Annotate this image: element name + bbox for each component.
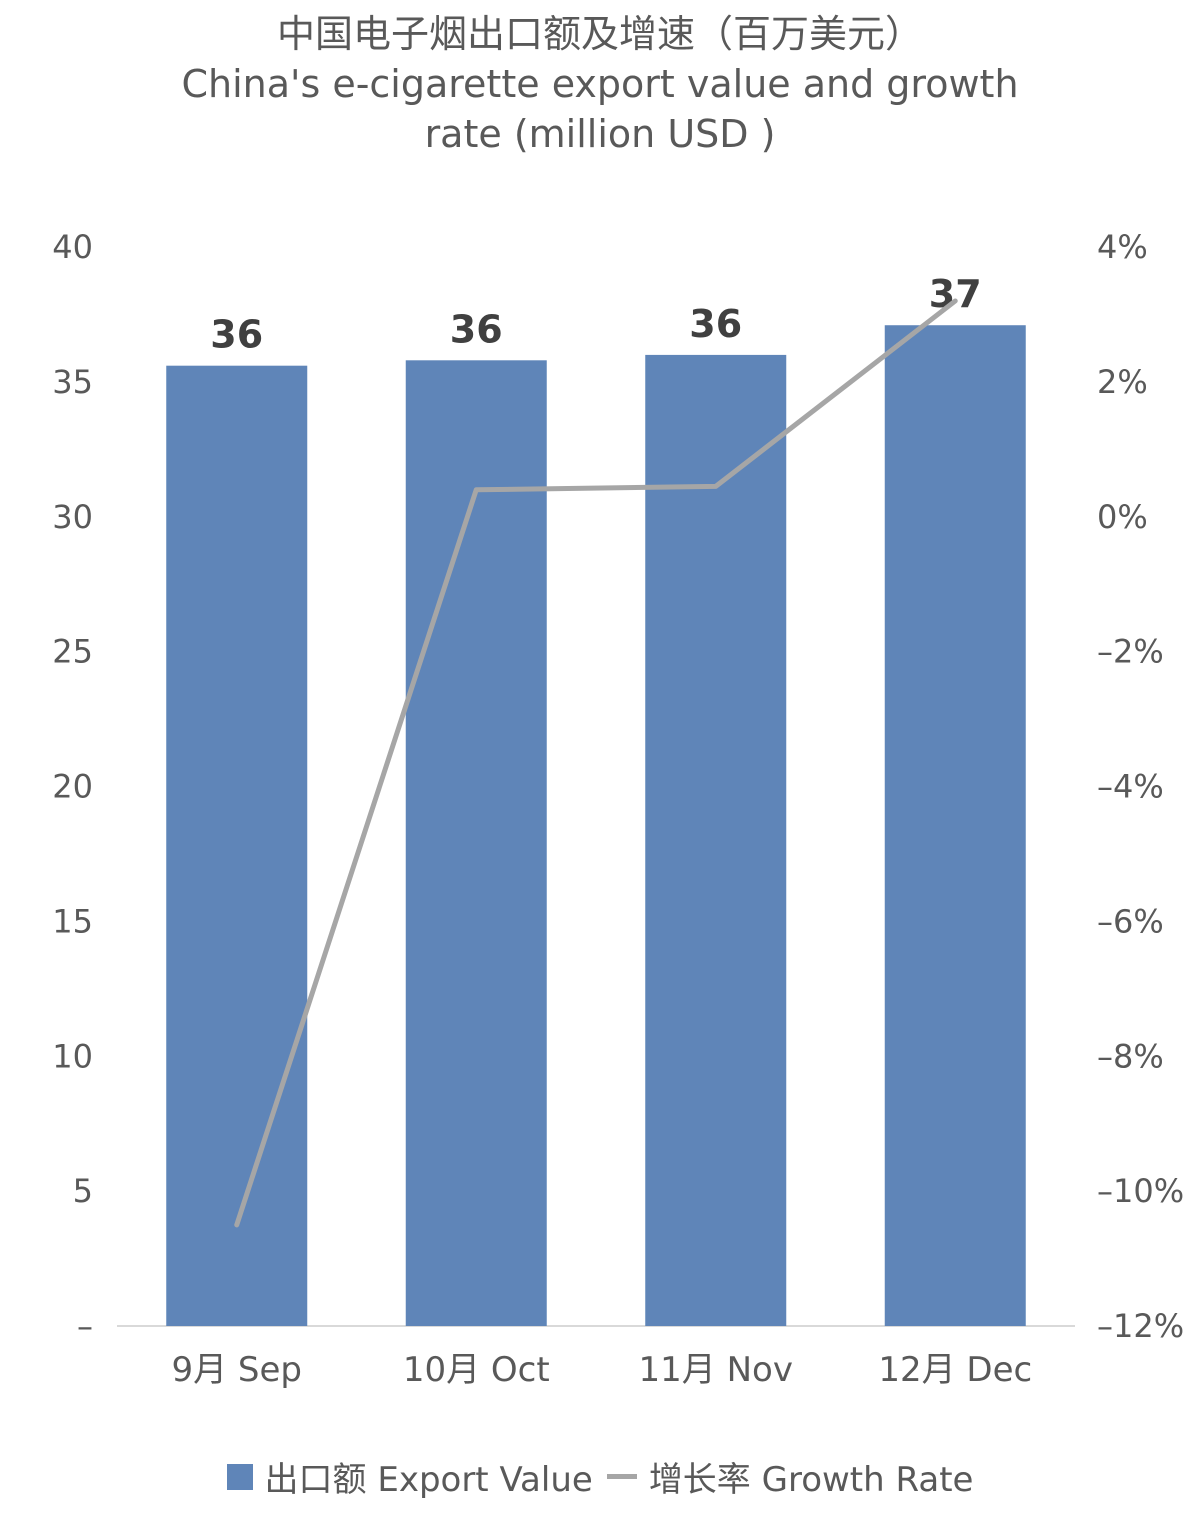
bar (405, 360, 547, 1326)
legend-bar-swatch (226, 1463, 253, 1490)
bar (884, 325, 1026, 1326)
legend-line-label: 增长率 Growth Rate (648, 1460, 974, 1500)
combo-chart: – 5 10 15 20 25 30 35 40 –12% –10% –8% –6% –4% –2% 0% 2%… (52, 228, 1184, 1390)
legend: 出口额 Export Value 增长率 Growth Rate (0, 1452, 1200, 1501)
y-right-tick-label: –8% (1097, 1037, 1164, 1075)
bar-data-label: 36 (689, 302, 742, 346)
y-right-tick-label: 0% (1097, 498, 1148, 536)
y-left-tick-label: 40 (52, 228, 93, 266)
x-category-label: 11月 Nov (639, 1350, 793, 1390)
growth-rate-line (234, 298, 958, 1228)
chart-title-en-line1: China's e-cigarette export value and gro… (181, 62, 1019, 106)
y-left-tick-label: 35 (52, 363, 93, 401)
y-left-tick-label: 5 (73, 1172, 93, 1210)
y-right-tick-label: 2% (1097, 363, 1148, 401)
y-left-tick-label: 30 (52, 498, 93, 536)
y-right-tick-label: –10% (1097, 1172, 1184, 1210)
x-category-label: 12月 Dec (878, 1350, 1032, 1390)
legend-bar-label: 出口额 Export Value (264, 1460, 593, 1500)
bar-data-label: 36 (210, 313, 263, 357)
y-right-tick-label: –6% (1097, 902, 1164, 940)
bar-data-label: 37 (929, 272, 982, 316)
y-left-tick-label: 15 (52, 902, 93, 940)
bar (166, 365, 308, 1326)
y-right-tick-label: 4% (1097, 228, 1148, 266)
bar-data-label: 36 (450, 307, 503, 351)
y-right-tick-label: –2% (1097, 633, 1164, 671)
chart-title-cn: 中国电子烟出口额及增速（百万美元） (276, 12, 923, 56)
x-category-label: 10月 Oct (403, 1350, 550, 1390)
y-left-tick-label: 10 (52, 1037, 93, 1075)
x-category-label: 9月 Sep (171, 1350, 302, 1390)
legend-line-swatch (606, 1474, 637, 1479)
y-right-tick-label: –12% (1097, 1307, 1184, 1345)
y-left-tick-label: 20 (52, 768, 93, 806)
bar (645, 354, 787, 1326)
y-right-tick-label: –4% (1097, 768, 1164, 806)
chart-title-en-line2: rate (million USD ) (424, 112, 776, 156)
y-left-tick-label: – (77, 1307, 93, 1345)
y-left-tick-label: 25 (52, 633, 93, 671)
